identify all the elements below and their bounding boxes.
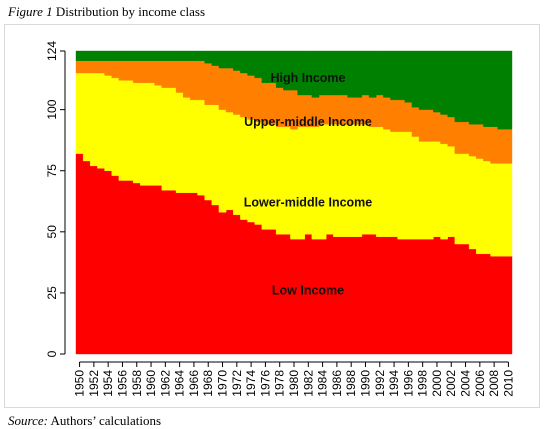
label-upper-middle-income: Upper-middle Income [244,115,372,129]
x-tick-label: 1984 [316,370,330,397]
x-tick-label: 2004 [459,370,473,397]
x-tick-label: 1980 [287,370,301,397]
source-label: Source: [8,413,48,428]
x-tick-label: 1964 [173,370,187,397]
y-tick-label: 50 [45,225,59,239]
x-tick-label: 1978 [273,370,287,397]
area-series-group [75,50,513,355]
x-tick-label: 1956 [116,370,130,397]
band-labels-group: Low Income Lower-middle Income Upper-middl… [244,71,373,298]
x-tick-label: 1950 [73,370,87,397]
figure-number: Figure 1 [8,4,53,19]
y-tick-label: 25 [45,286,59,300]
x-tick-label: 1954 [101,370,115,397]
figure-caption: Figure 1 Distribution by income class [8,4,205,20]
x-tick-label: 1970 [216,370,230,397]
label-low-income: Low Income [272,284,344,298]
x-tick-label: 2010 [501,370,515,397]
x-tick-label: 1976 [258,370,272,397]
x-tick-label: 1960 [144,370,158,397]
x-tick-label: 1968 [201,370,215,397]
x-tick-label: 1974 [244,370,258,397]
x-tick-label: 1962 [158,370,172,397]
source-note: Source: Authors’ calculations [8,413,161,429]
x-tick-label: 1966 [187,370,201,397]
y-tick-label: 100 [45,99,59,119]
x-tick-label: 1988 [344,370,358,397]
x-tick-label: 1982 [301,370,315,397]
x-tick-label: 1992 [373,370,387,397]
figure-title: Distribution by income class [55,4,206,19]
label-lower-middle-income: Lower-middle Income [244,196,373,210]
x-tick-label: 1990 [359,370,373,397]
x-tick-label: 2006 [473,370,487,397]
y-tick-label: 124 [45,41,59,61]
x-tick-label: 2002 [444,370,458,397]
y-tick-label: 75 [45,164,59,178]
source-text: Authors’ calculations [50,413,162,428]
y-tick-label: 0 [45,350,59,357]
x-tick-label: 1972 [230,370,244,397]
area-high-income [75,50,513,130]
x-tick-label: 1994 [387,370,401,397]
x-tick-label: 1958 [130,370,144,397]
x-tick-label: 1996 [401,370,415,397]
x-tick-label: 1952 [87,370,101,397]
x-tick-label: 2000 [430,370,444,397]
label-high-income: High Income [270,71,345,85]
x-tick-label: 1986 [330,370,344,397]
x-tick-label: 1998 [416,370,430,397]
x-tick-label: 2008 [487,370,501,397]
